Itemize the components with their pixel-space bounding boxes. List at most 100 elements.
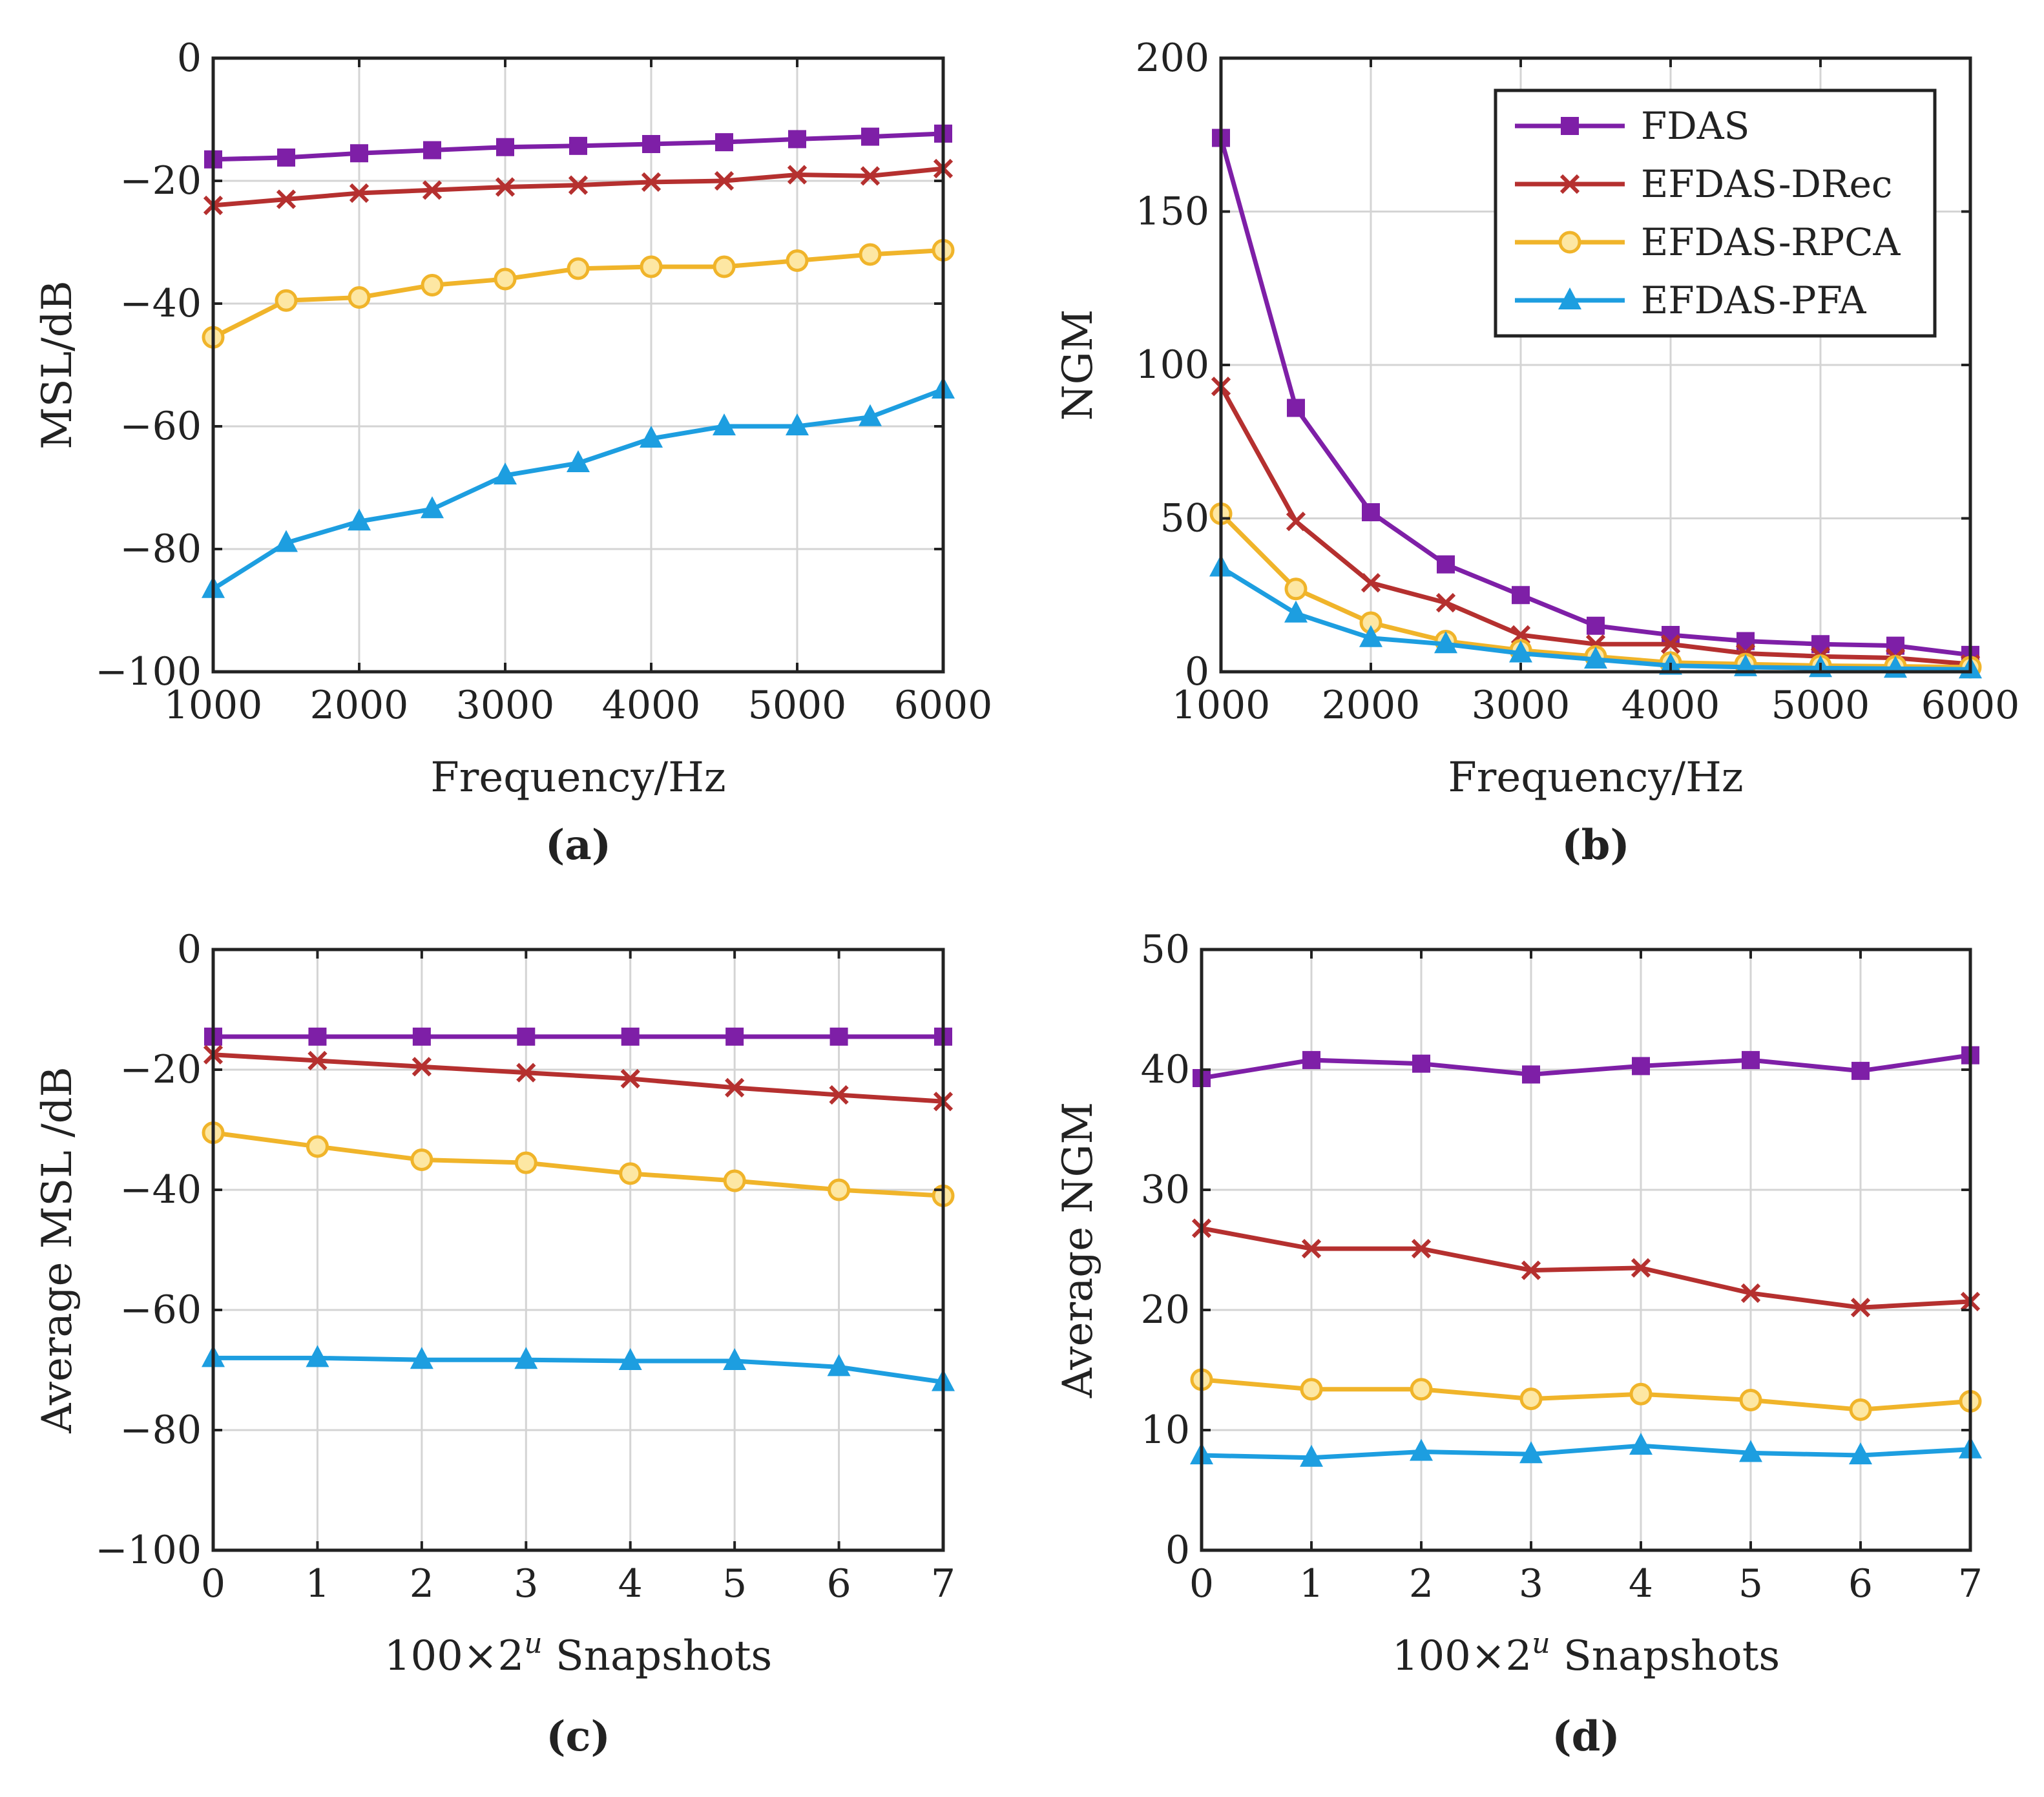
- series-efdas-rpca: [202, 238, 955, 349]
- legend-marker: [1561, 117, 1579, 135]
- series-fdas: [1193, 1046, 1979, 1088]
- data-point: [410, 1148, 433, 1171]
- data-point: [723, 1348, 747, 1371]
- legend-marker: [1559, 174, 1580, 194]
- data-point: [859, 243, 882, 266]
- y-tick-label: −100: [95, 649, 202, 694]
- data-point: [1411, 1239, 1432, 1259]
- legend-label: EFDAS-DRec: [1641, 162, 1892, 206]
- series-line: [213, 1130, 944, 1198]
- data-point: [276, 189, 297, 209]
- series-efdas-drec: [1191, 1218, 1981, 1318]
- plot-frame: [211, 56, 945, 674]
- x-tick-label: 1: [1299, 1561, 1324, 1606]
- data-point: [421, 274, 444, 296]
- data-point: [1739, 1389, 1762, 1411]
- panel-caption: (d): [1552, 1712, 1620, 1761]
- series-efdas-pfa: [1190, 1433, 1982, 1467]
- x-tick-label: 5000: [1771, 683, 1870, 728]
- chart-b: 1000 2000 3000 4000 5000 6000 0 50 100 150 200 Freq…: [1054, 36, 2019, 869]
- x-tick-label: 3000: [456, 683, 555, 728]
- plot-frame: [1200, 948, 1972, 1552]
- data-point: [1739, 1440, 1762, 1462]
- data-point: [1742, 1051, 1760, 1070]
- x-axis-label-suffix: Snapshots: [543, 1632, 773, 1680]
- y-tick-label: −100: [95, 1528, 202, 1573]
- data-point: [621, 1027, 640, 1046]
- x-axis-label: Frequency/Hz: [1448, 754, 1743, 802]
- data-point: [713, 255, 736, 278]
- data-point: [494, 267, 517, 291]
- x-axis-label-suffix: Snapshots: [1550, 1632, 1780, 1680]
- data-point: [348, 286, 371, 309]
- x-tick-label: 7: [931, 1561, 955, 1606]
- data-point: [1434, 631, 1457, 654]
- data-point: [514, 1347, 538, 1369]
- data-point: [1662, 626, 1680, 644]
- y-tick-label: 200: [1135, 36, 1209, 81]
- data-point: [641, 172, 662, 192]
- legend-label: EFDAS-RPCA: [1641, 220, 1901, 264]
- series-efdas-drec: [203, 1044, 954, 1112]
- data-point: [514, 1151, 537, 1174]
- data-point: [1631, 1258, 1651, 1278]
- data-point: [620, 1068, 640, 1089]
- data-point: [829, 1027, 848, 1046]
- y-axis-label: Average NGM: [1054, 1102, 1102, 1398]
- panel-caption: (b): [1561, 821, 1629, 869]
- series-line: [1201, 1053, 1971, 1081]
- data-point: [723, 1169, 746, 1192]
- y-tick-label: −80: [120, 526, 202, 572]
- data-point: [494, 462, 517, 484]
- data-point: [618, 1348, 642, 1371]
- legend-marker: [1558, 231, 1581, 254]
- data-point: [306, 1345, 329, 1367]
- data-point: [1849, 1398, 1872, 1421]
- series-efdas-pfa: [202, 1345, 955, 1391]
- data-point: [350, 144, 368, 163]
- data-point: [1851, 1061, 1870, 1080]
- data-point: [516, 1063, 536, 1083]
- series-line: [1201, 1226, 1971, 1310]
- data-point: [421, 496, 444, 519]
- series-efdas-pfa: [202, 377, 955, 598]
- data-point: [1361, 573, 1381, 593]
- series-line: [212, 387, 944, 591]
- data-point: [1521, 1260, 1541, 1280]
- data-point: [642, 135, 660, 153]
- legend-label: FDAS: [1641, 104, 1749, 148]
- data-point: [1519, 1387, 1543, 1411]
- x-tick-label: 6: [1848, 1561, 1873, 1606]
- data-point: [275, 530, 298, 552]
- data-point: [714, 171, 735, 191]
- data-point: [1284, 577, 1308, 601]
- x-tick-label: 1: [305, 1561, 329, 1606]
- x-axis-label-prefix: 100×2: [1392, 1632, 1532, 1680]
- data-point: [1301, 1239, 1322, 1259]
- y-tick-label: 10: [1141, 1407, 1190, 1453]
- data-point: [496, 138, 514, 156]
- data-point: [715, 133, 733, 152]
- data-point: [713, 413, 736, 435]
- y-axis-label: Average MSL /dB: [34, 1066, 81, 1433]
- y-tick-label: 0: [177, 927, 202, 972]
- x-tick-label: 3: [514, 1561, 538, 1606]
- data-point: [1849, 1442, 1872, 1465]
- data-point: [725, 1027, 744, 1046]
- chart-c: 0 1 2 3 4 5 6 7 0 −20 −40 −60 −80 −100 100×2u Snapshot…: [34, 927, 955, 1761]
- legend-marker: [1558, 287, 1581, 309]
- x-tick-label: 4000: [602, 683, 701, 728]
- data-point: [568, 175, 589, 195]
- data-point: [1359, 625, 1382, 647]
- y-tick-label: −60: [120, 1287, 202, 1333]
- x-axis-label-prefix: 100×2: [384, 1632, 525, 1680]
- data-point: [725, 1077, 745, 1098]
- data-point: [1584, 647, 1607, 669]
- series-line: [213, 1052, 944, 1104]
- x-tick-label: 3: [1519, 1561, 1543, 1606]
- data-point: [1522, 1065, 1540, 1084]
- x-tick-label: 1000: [164, 683, 263, 728]
- data-point: [828, 1178, 851, 1201]
- x-axis-label-sup: u: [1532, 1627, 1550, 1660]
